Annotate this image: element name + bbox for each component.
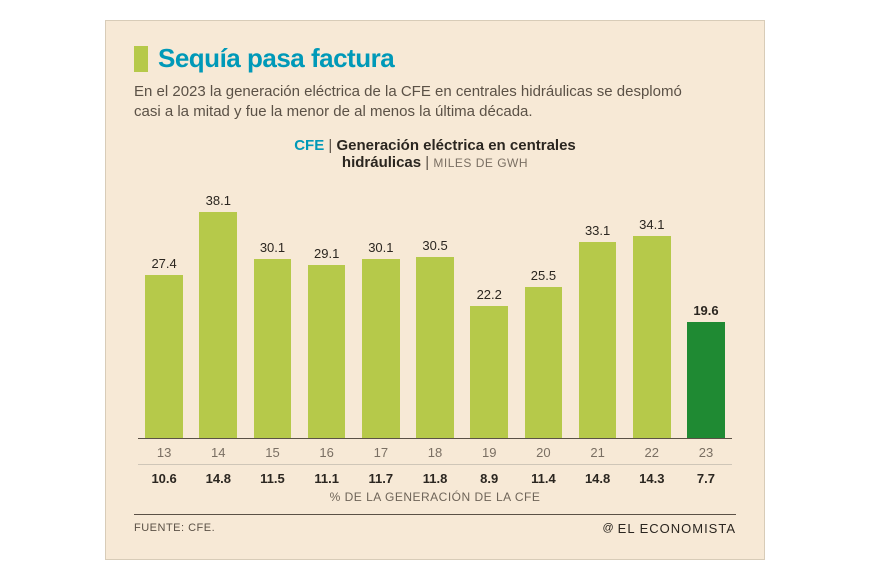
bar xyxy=(633,236,671,439)
publisher-brand: @ EL ECONOMISTA xyxy=(602,521,736,536)
bar-col: 27.4 xyxy=(140,256,188,438)
pipe-2: | xyxy=(425,154,429,171)
brand-eco: ECONOMISTA xyxy=(640,521,736,536)
chart-title-part2: hidráulicas xyxy=(342,154,421,171)
pct-caption: % DE LA GENERACIÓN DE LA CFE xyxy=(134,490,736,504)
bar xyxy=(362,259,400,438)
page-title: Sequía pasa factura xyxy=(158,43,394,74)
bar-value-label: 30.5 xyxy=(422,238,447,253)
x-label: 23 xyxy=(682,445,730,460)
chart-header-line1: CFE | Generación eléctrica en centrales xyxy=(134,137,736,154)
chart-baseline xyxy=(138,438,732,439)
bar-value-label: 27.4 xyxy=(151,256,176,271)
bar xyxy=(308,265,346,438)
bar-value-label: 29.1 xyxy=(314,246,339,261)
bar-col: 19.6 xyxy=(682,303,730,439)
bar-col: 29.1 xyxy=(303,246,351,438)
pipe-1: | xyxy=(328,137,332,154)
bar-value-label: 25.5 xyxy=(531,268,556,283)
x-label: 21 xyxy=(574,445,622,460)
bar xyxy=(525,287,563,439)
subtitle: En el 2023 la generación eléctrica de la… xyxy=(134,82,694,123)
pct-value: 11.8 xyxy=(411,471,459,486)
pct-value: 10.6 xyxy=(140,471,188,486)
bar xyxy=(416,257,454,438)
bar-col: 33.1 xyxy=(574,223,622,439)
pct-value: 14.8 xyxy=(574,471,622,486)
x-label: 15 xyxy=(248,445,296,460)
bar xyxy=(199,212,237,439)
bar xyxy=(145,275,183,438)
bar-col: 30.5 xyxy=(411,238,459,438)
chart-header-line2: hidráulicas | MILES DE GWH xyxy=(134,154,736,171)
bar-highlight xyxy=(687,322,725,439)
row-separator xyxy=(138,464,732,465)
x-label: 16 xyxy=(303,445,351,460)
chart-unit: MILES DE GWH xyxy=(433,156,528,170)
at-icon: @ xyxy=(602,522,613,534)
pct-value: 8.9 xyxy=(465,471,513,486)
title-row: Sequía pasa factura xyxy=(134,43,736,74)
x-axis-labels: 13 14 15 16 17 18 19 20 21 22 23 xyxy=(138,445,732,460)
x-label: 22 xyxy=(628,445,676,460)
bar-col: 34.1 xyxy=(628,217,676,439)
bar-value-label: 22.2 xyxy=(477,287,502,302)
bar-value-label: 19.6 xyxy=(693,303,718,318)
brand-el: EL xyxy=(618,521,636,536)
pct-value: 11.7 xyxy=(357,471,405,486)
pct-value: 11.5 xyxy=(248,471,296,486)
bar xyxy=(579,242,617,439)
x-label: 14 xyxy=(194,445,242,460)
bar-value-label: 38.1 xyxy=(206,193,231,208)
bar-value-label: 30.1 xyxy=(368,240,393,255)
x-label: 20 xyxy=(519,445,567,460)
pct-value: 11.4 xyxy=(519,471,567,486)
pct-value: 14.3 xyxy=(628,471,676,486)
bar-value-label: 33.1 xyxy=(585,223,610,238)
bar-col: 38.1 xyxy=(194,193,242,439)
bar-value-label: 34.1 xyxy=(639,217,664,232)
pct-value: 14.8 xyxy=(194,471,242,486)
x-label: 19 xyxy=(465,445,513,460)
bar-col: 22.2 xyxy=(465,287,513,438)
bar-col: 25.5 xyxy=(519,268,567,439)
cfe-label: CFE xyxy=(294,137,324,154)
bar-col: 30.1 xyxy=(248,240,296,438)
title-marker xyxy=(134,46,148,72)
bar-value-label: 30.1 xyxy=(260,240,285,255)
bar-col: 30.1 xyxy=(357,240,405,438)
pct-row: 10.6 14.8 11.5 11.1 11.7 11.8 8.9 11.4 14.8 14.3 7… xyxy=(138,471,732,486)
chart-title-part1: Generación eléctrica en centrales xyxy=(336,137,575,154)
pct-value: 11.1 xyxy=(303,471,351,486)
bar xyxy=(254,259,292,438)
x-label: 18 xyxy=(411,445,459,460)
x-label: 13 xyxy=(140,445,188,460)
bar xyxy=(470,306,508,438)
footer: FUENTE: CFE. @ EL ECONOMISTA xyxy=(134,514,736,536)
infographic-card: Sequía pasa factura En el 2023 la genera… xyxy=(105,20,765,560)
chart-header: CFE | Generación eléctrica en centrales … xyxy=(134,137,736,171)
bar-chart: 27.4 38.1 30.1 29.1 30.1 30.5 22.2 25.5 33.1 34.1… xyxy=(138,179,732,439)
pct-value: 7.7 xyxy=(682,471,730,486)
source-text: FUENTE: CFE. xyxy=(134,522,215,534)
x-label: 17 xyxy=(357,445,405,460)
